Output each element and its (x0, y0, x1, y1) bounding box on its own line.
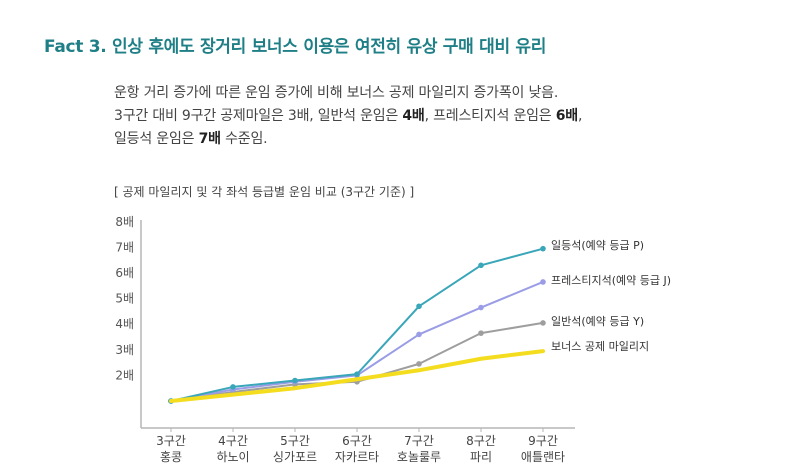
x-tick-sublabel: 자카르타 (335, 450, 379, 464)
data-point (478, 330, 484, 336)
y-tick-label: 8배 (115, 215, 134, 229)
data-point (416, 303, 422, 310)
x-tick-label: 4구간 (218, 434, 248, 448)
data-point (354, 371, 360, 377)
x-tick-sublabel: 하노이 (216, 450, 249, 464)
y-tick-label: 4배 (115, 317, 134, 331)
highlight-first: 7배 (198, 131, 221, 147)
series-label: 프레스티지석(예약 등급 J) (551, 273, 671, 287)
chart-title: [ 공제 마일리지 및 각 좌석 등급별 운임 비교 (3구간 기준) ] (114, 185, 415, 199)
data-point (540, 245, 546, 252)
data-point (292, 377, 298, 384)
x-tick-sublabel: 애틀랜타 (521, 450, 565, 464)
x-tick-label: 8구간 (466, 434, 496, 448)
data-point (540, 320, 546, 326)
x-tick-sublabel: 싱가포르 (273, 450, 317, 464)
x-tick-sublabel: 홍콩 (160, 450, 182, 464)
text-fragment: , (577, 108, 583, 124)
data-point (478, 262, 484, 269)
data-point (416, 331, 422, 338)
description-line-1: 운항 거리 증가에 따른 운임 증가에 비해 보너스 공제 마일리지 증가폭이 … (114, 85, 559, 101)
x-tick-label: 6구간 (342, 434, 372, 448)
data-point (416, 361, 422, 367)
y-tick-label: 3배 (115, 343, 134, 357)
data-point (540, 279, 546, 285)
text-fragment: 수준임. (220, 131, 268, 147)
y-tick-label: 7배 (115, 240, 134, 254)
text-fragment: 3구간 대비 9구간 공제마일은 3배, 일반석 운임은 (114, 108, 403, 124)
x-tick-sublabel: 파리 (470, 450, 492, 464)
y-tick-label: 2배 (115, 368, 134, 382)
description-line-3: 일등석 운임은 7배 수준임. (114, 128, 734, 151)
series-label: 일등석(예약 등급 P) (551, 238, 644, 252)
y-tick-label: 6배 (115, 266, 134, 280)
x-tick-label: 7구간 (404, 434, 434, 448)
text-fragment: , 프레스티지석 운임은 (424, 108, 556, 124)
description: 운항 거리 증가에 따른 운임 증가에 비해 보너스 공제 마일리지 증가폭이 … (114, 82, 734, 151)
x-tick-label: 3구간 (156, 434, 186, 448)
x-tick-label: 9구간 (528, 434, 558, 448)
headline: Fact 3. 인상 후에도 장거리 보너스 이용은 여전히 유상 구매 대비 … (44, 37, 547, 57)
series-line (169, 349, 545, 403)
highlight-prestige: 6배 (555, 108, 578, 124)
x-tick-sublabel: 호놀룰루 (397, 450, 441, 464)
highlight-economy: 4배 (402, 108, 425, 124)
description-line-2: 3구간 대비 9구간 공제마일은 3배, 일반석 운임은 4배, 프레스티지석 … (114, 105, 734, 128)
series-label: 일반석(예약 등급 Y) (551, 314, 644, 328)
text-fragment: 일등석 운임은 (114, 131, 199, 147)
x-tick-label: 5구간 (280, 434, 310, 448)
y-tick-label: 5배 (115, 292, 134, 306)
data-point (478, 304, 484, 311)
data-point (230, 384, 236, 390)
series-label: 보너스 공제 마일리지 (551, 339, 649, 353)
